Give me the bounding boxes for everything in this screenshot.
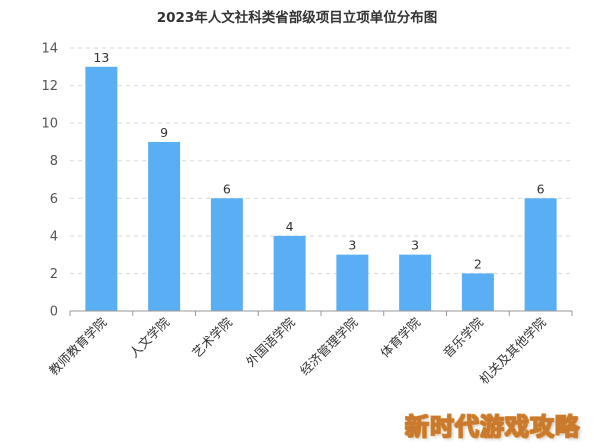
- data-label: 2: [474, 256, 482, 271]
- y-tick-label: 8: [50, 154, 58, 169]
- bar: [85, 66, 118, 312]
- y-tick-label: 4: [50, 229, 58, 244]
- bar: [210, 198, 243, 311]
- x-tick-label: 经济管理学院: [297, 314, 361, 378]
- data-label: 6: [223, 181, 231, 196]
- y-tick-label: 0: [50, 305, 58, 320]
- data-label: 13: [93, 50, 109, 65]
- y-tick-label: 12: [41, 79, 58, 94]
- x-tick-label: 机关及其他学院: [476, 314, 549, 387]
- bar: [461, 273, 494, 311]
- x-tick-label: 音乐学院: [440, 314, 486, 360]
- data-label: 3: [348, 238, 356, 253]
- y-tick-label: 2: [50, 267, 58, 282]
- y-tick-label: 14: [41, 42, 58, 57]
- y-tick-label: 10: [41, 117, 58, 132]
- x-tick-label: 教师教育学院: [46, 314, 110, 378]
- x-tick-label: 体育学院: [377, 314, 423, 360]
- data-label: 3: [411, 238, 419, 253]
- x-tick-label: 艺术学院: [189, 314, 235, 360]
- data-label: 6: [537, 181, 545, 196]
- bar: [399, 254, 432, 311]
- data-labels: 13 9 6 4 3 3 2 6: [93, 50, 544, 272]
- bar: [148, 141, 181, 311]
- y-axis: 0 2 4 6 8 10 12 14: [41, 42, 58, 320]
- gridlines: [70, 47, 572, 274]
- x-tick-label: 人文学院: [126, 314, 172, 360]
- watermark-text: 新时代游戏攻略: [404, 412, 580, 441]
- bar: [524, 198, 557, 311]
- bar: [336, 254, 369, 311]
- bars: [85, 66, 557, 312]
- chart-title: 2023年人文社科类省部级项目立项单位分布图: [157, 9, 438, 26]
- data-label: 4: [286, 219, 294, 234]
- data-label: 9: [160, 125, 168, 140]
- y-tick-label: 6: [50, 192, 58, 207]
- bar: [273, 235, 306, 311]
- x-tick-label: 外国语学院: [243, 314, 298, 369]
